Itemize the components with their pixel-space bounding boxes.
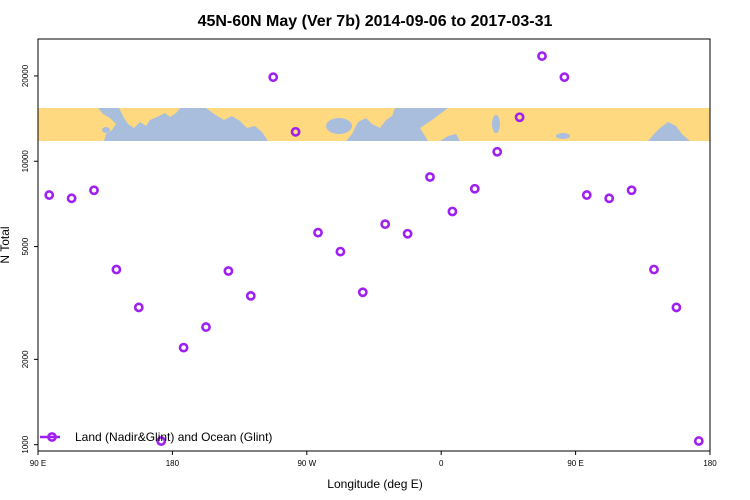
- caspian-region: [556, 133, 570, 139]
- data-point: [693, 436, 704, 446]
- y-tick-label: 10000: [21, 150, 30, 173]
- hudson-bay: [326, 118, 352, 134]
- land-kamchatka: [119, 108, 180, 128]
- plot-frame: [37, 38, 711, 452]
- data-point: [671, 302, 682, 313]
- x-axis-label: Longitude (deg E): [327, 477, 422, 491]
- data-point: [313, 227, 323, 238]
- data-point: [201, 322, 211, 332]
- x-tick-label: 0: [439, 459, 444, 468]
- data-point: [89, 185, 99, 196]
- data-point: [290, 126, 301, 137]
- data-point: [268, 72, 279, 83]
- data-point: [223, 266, 234, 276]
- chart-title: 45N-60N May (Ver 7b) 2014-09-06 to 2017-…: [198, 13, 553, 30]
- data-point: [649, 264, 659, 275]
- legend: Land (Nadir&Glint) and Ocean (Glint): [40, 430, 272, 444]
- x-tick-label: 90 E: [567, 459, 583, 468]
- data-point: [133, 302, 144, 313]
- x-tick-label: 90 W: [297, 459, 316, 468]
- x-tick-label: 90 E: [30, 459, 46, 468]
- data-point: [604, 193, 615, 204]
- ocean-features: [102, 115, 570, 139]
- data-point: [514, 112, 525, 123]
- data-point: [245, 290, 256, 301]
- data-point: [425, 172, 435, 182]
- data-point: [380, 219, 391, 230]
- x-axis: 90 E 180 90 W 0 90 E 180: [30, 451, 717, 468]
- data-point: [335, 246, 346, 257]
- baltic-sea: [492, 115, 500, 133]
- y-tick-label: 2000: [21, 350, 30, 368]
- data-point: [559, 72, 570, 83]
- data-point: [469, 183, 480, 194]
- data-point: [447, 206, 458, 217]
- legend-label: Land (Nadir&Glint) and Ocean (Glint): [75, 430, 272, 444]
- y-axis-label: N Total: [0, 226, 12, 263]
- data-point: [492, 146, 503, 157]
- world-map-band: [38, 108, 710, 141]
- data-point: [178, 342, 189, 353]
- data-point: [581, 190, 592, 200]
- land-asia-west: [38, 108, 116, 141]
- data-point: [537, 51, 547, 61]
- y-axis: 1000 2000 5000 10000 20000: [21, 64, 38, 454]
- data-point: [66, 193, 77, 204]
- land-areas: [38, 108, 710, 141]
- land-eurasia: [420, 108, 710, 141]
- y-tick-label: 5000: [21, 237, 30, 255]
- data-points: [44, 51, 704, 446]
- data-point: [44, 190, 55, 200]
- data-point: [111, 264, 122, 275]
- x-tick-label: 180: [703, 459, 717, 468]
- land-north-america: [206, 108, 395, 141]
- legend-marker: [47, 432, 57, 442]
- y-tick-label: 20000: [21, 64, 30, 87]
- data-point: [357, 287, 368, 298]
- data-point: [402, 228, 413, 239]
- data-point: [156, 436, 167, 446]
- data-point: [626, 185, 637, 196]
- ocean-bay-1: [102, 127, 110, 133]
- y-tick-label: 1000: [21, 435, 30, 453]
- x-tick-label: 180: [166, 459, 180, 468]
